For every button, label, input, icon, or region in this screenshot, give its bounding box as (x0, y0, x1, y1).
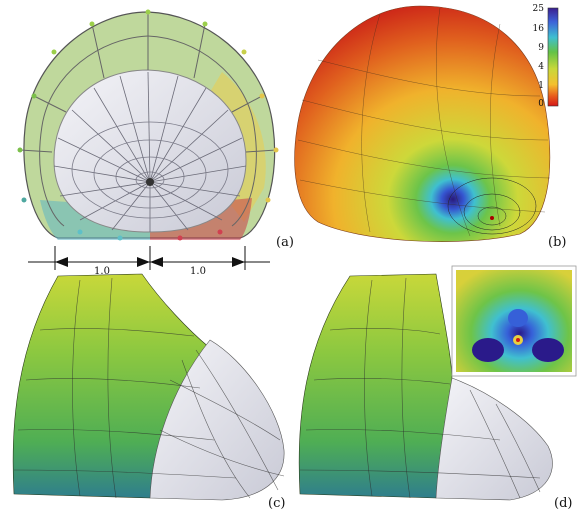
green-patch-surface-d (298, 273, 453, 499)
white-cap-surface-d (435, 377, 553, 501)
surface-grid (297, 7, 551, 237)
curvature-surface (294, 5, 551, 242)
pole-rings (447, 177, 537, 235)
colorbar-tick-16: 16 (533, 24, 545, 34)
dim-label-left: 1.0 (94, 266, 110, 277)
panel-label-d: (d) (554, 496, 572, 511)
control-points (17, 9, 279, 241)
white-cap-surface (149, 339, 285, 501)
panel-label-b: (b) (548, 235, 566, 250)
control-mesh-lines (19, 12, 277, 227)
dim-arrow-right-end (232, 257, 245, 267)
panel-c: (c) (12, 273, 285, 511)
colorbar-tick-1: 1 (538, 81, 544, 91)
panel-label-a: (a) (276, 235, 294, 250)
concentric-rings (71, 121, 229, 219)
grid-d (299, 277, 541, 499)
colorbar-tick-9: 9 (538, 43, 544, 53)
panel-a: 1.0 1.0 (a) (17, 9, 294, 277)
colorbar (547, 7, 559, 107)
dim-label-right: 1.0 (190, 266, 206, 277)
center-pole (146, 178, 154, 186)
colorbar-tick-25: 25 (533, 4, 545, 14)
dim-arrow-right-start (150, 257, 163, 267)
panel-d: (d) (298, 265, 577, 511)
grid-c (13, 277, 285, 499)
pole-point (490, 216, 494, 220)
colorbar-tick-4: 4 (538, 62, 544, 72)
panel-label-c: (c) (268, 496, 285, 511)
dim-arrow-left-start (55, 257, 68, 267)
panel-b: 25 16 9 4 1 0 (b) (294, 4, 566, 250)
colorbar-tick-0: 0 (538, 99, 544, 109)
radial-lines (53, 71, 247, 232)
curvature-inset (451, 265, 577, 377)
dim-arrow-left-end (137, 257, 150, 267)
